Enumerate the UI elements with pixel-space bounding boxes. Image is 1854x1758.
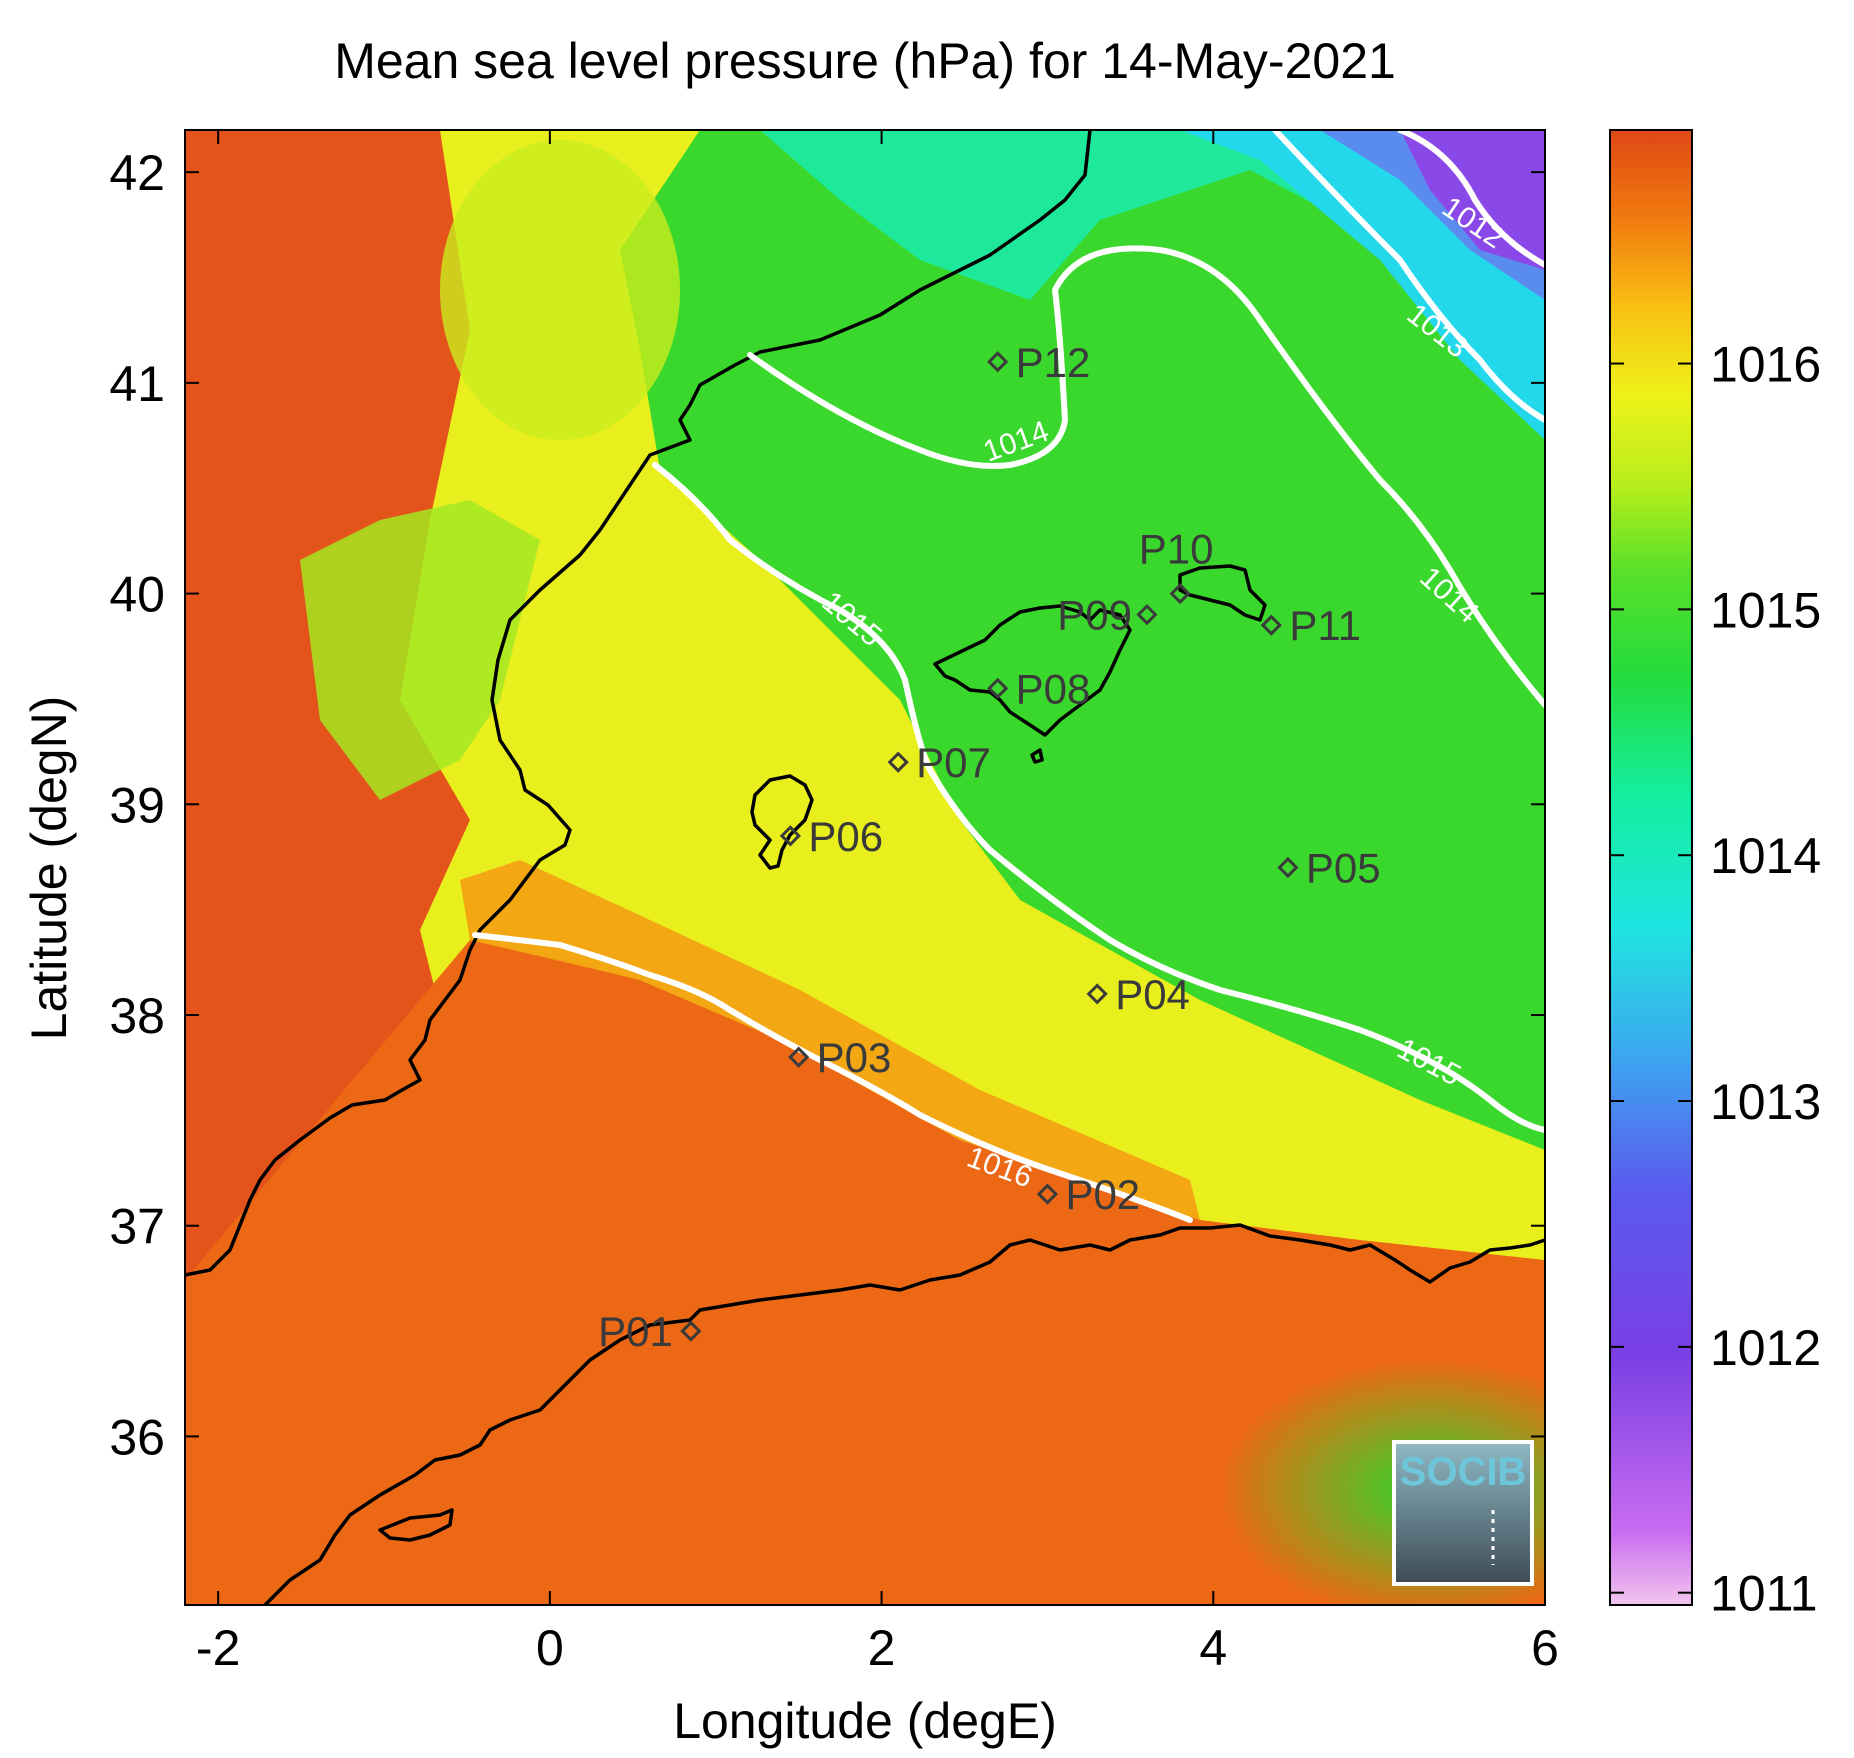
station-marker: [887, 751, 909, 773]
colorbar-tick-label: 1011: [1710, 1566, 1818, 1622]
pressure-field-land-green: [300, 500, 540, 800]
contour-1013: [1272, 130, 1545, 423]
y-tick-label: 37: [109, 1199, 165, 1255]
station-label: P01: [598, 1308, 673, 1355]
colorbar-tick-label: 1013: [1710, 1074, 1821, 1130]
contour-1014-a: [747, 245, 1545, 708]
colorbar: 1011 1012 1013 1014 1015 1016: [1609, 129, 1821, 1622]
coastline-alboran: [378, 1508, 454, 1542]
socib-logo-box: [1392, 1440, 1534, 1586]
y-tick-label: 40: [109, 567, 165, 623]
station-label: P07: [916, 739, 991, 786]
station-marker: [779, 825, 801, 847]
pressure-field-yellow-nw: [440, 140, 680, 440]
station-marker: [1169, 582, 1191, 605]
pressure-field-orange-band: [460, 860, 1200, 1220]
station-label: P03: [817, 1034, 892, 1081]
station-marker: [1036, 1183, 1059, 1205]
pressure-field-green: [620, 130, 1545, 1150]
x-tick-label: 6: [1531, 1620, 1559, 1676]
colorbar-tick-label: 1014: [1710, 828, 1821, 884]
socib-logo-text: SOCIB: [1400, 1450, 1527, 1494]
station-label: P10: [1139, 526, 1214, 573]
x-axis-label: Longitude (degE): [673, 1693, 1057, 1749]
station-label: P06: [808, 813, 883, 860]
pressure-field-high-south: [185, 940, 1545, 1605]
map-frame: [184, 129, 1546, 1606]
coastline-cabrera: [1030, 748, 1044, 764]
station-marker: [987, 351, 1009, 373]
y-tick-label: 42: [109, 145, 165, 201]
station-label: P08: [1016, 665, 1091, 712]
station-marker: [1260, 614, 1282, 636]
y-tick-label: 39: [109, 777, 165, 833]
station-marker: [987, 677, 1009, 699]
colorbar-tick-label: 1015: [1710, 582, 1821, 638]
station-marker: [1277, 856, 1299, 879]
map-panel: 1012 1013 1014 1014 1015 1015 1016 P01P0…: [185, 130, 1545, 1605]
colorbar-tick-label: 1016: [1710, 337, 1821, 393]
contour-1015: [652, 462, 1545, 1133]
colorbar-fill: [1609, 129, 1693, 1606]
y-tick-label: 38: [109, 988, 165, 1044]
station-label: P12: [1016, 339, 1091, 386]
coastline-menorca: [1178, 564, 1267, 622]
x-tick-label: 4: [1199, 1620, 1227, 1676]
y-tick-label: 36: [109, 1409, 165, 1465]
coastline-mallorca: [933, 604, 1132, 737]
x-tick-label: 0: [536, 1620, 564, 1676]
station-label: P02: [1065, 1171, 1140, 1218]
station-label: P05: [1306, 845, 1381, 892]
station-label: P04: [1115, 971, 1190, 1018]
coastline-ibiza: [750, 774, 814, 870]
y-tick-label: 41: [109, 356, 165, 412]
y-axis-label: Latitude (degN): [21, 696, 77, 1041]
station-marker: [680, 1320, 702, 1342]
x-axis: -2 0 2 4 6: [196, 130, 1559, 1676]
x-tick-label: 2: [868, 1620, 896, 1676]
y-axis: 36 37 38 39 40 41 42: [109, 145, 1545, 1465]
contour-1012: [1397, 130, 1545, 268]
coastline-africa: [263, 1223, 1545, 1605]
station-label: P09: [1057, 592, 1132, 639]
colorbar-ticks: 1011 1012 1013 1014 1015 1016: [1610, 337, 1821, 1622]
colorbar-tick-label: 1012: [1710, 1320, 1821, 1376]
coastlines: [185, 130, 1545, 1605]
station-marker: [1136, 604, 1158, 626]
station-marker: [1086, 983, 1108, 1005]
station-label: P11: [1289, 602, 1361, 649]
station-marker: [788, 1046, 810, 1068]
chart-title: Mean sea level pressure (hPa) for 14-May…: [334, 33, 1396, 89]
socib-logo: SOCIB: [1392, 1440, 1534, 1586]
x-tick-label: -2: [196, 1620, 240, 1676]
coastline-iberia: [185, 130, 1092, 1277]
